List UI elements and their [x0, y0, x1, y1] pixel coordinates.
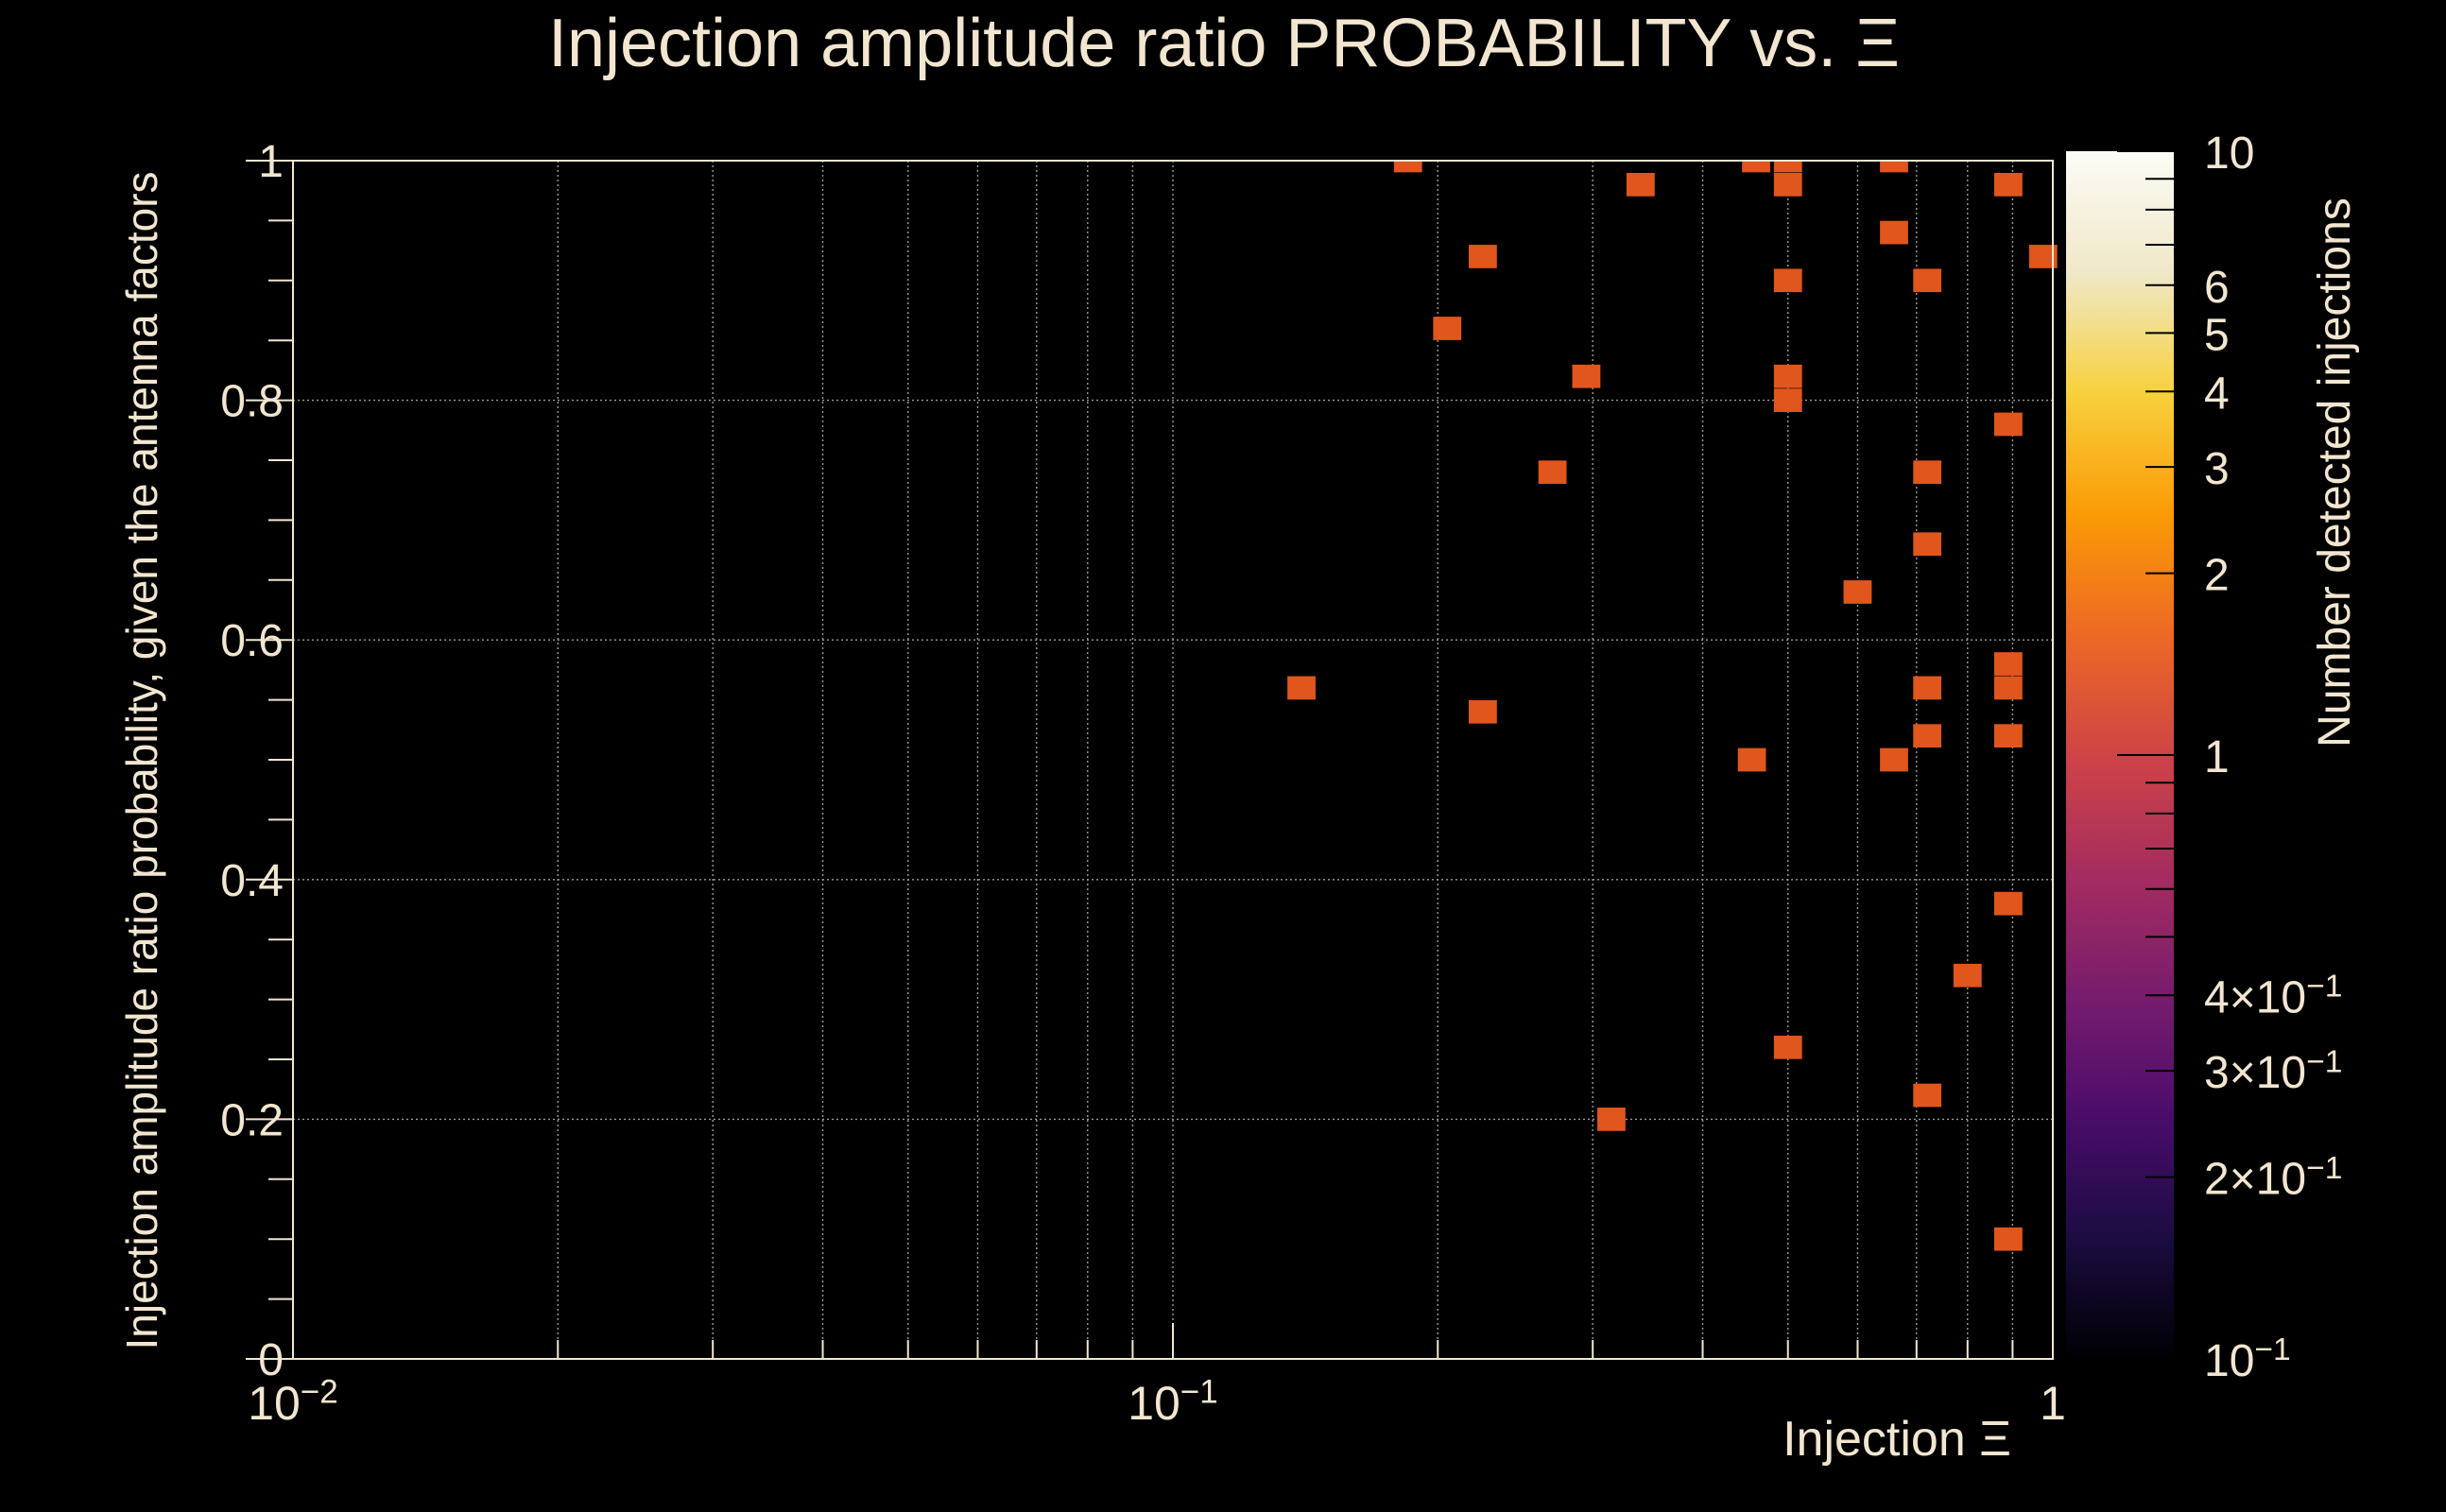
y-axis: 0 0.2 0.4 0.6 0.8 1: [220, 137, 293, 1385]
heatmap-cell: [1393, 160, 1422, 173]
heatmap-cell: [1993, 1227, 2023, 1251]
heatmap-cell: [1742, 160, 1770, 173]
heatmap-cell: [1913, 268, 1942, 293]
heatmap-cell: [1773, 1035, 1802, 1059]
y-tick-label: 0.6: [220, 616, 284, 666]
color-scale-label: Number detected injections: [2310, 198, 2360, 747]
color-scale-tick-label: 1: [2204, 732, 2230, 782]
heatmap-cell: [1913, 724, 1942, 748]
heatmap-cell: [1913, 1083, 1942, 1108]
heatmap-cell: [1880, 160, 1908, 173]
y-tick-label: 0.2: [220, 1095, 284, 1145]
y-tick-label: 0.8: [220, 377, 284, 427]
y-axis-label: Injection amplitude ratio probability, g…: [117, 171, 166, 1349]
heatmap-cell: [1993, 412, 2023, 437]
heatmap-cell: [1597, 1108, 1626, 1131]
heatmap-cell: [1737, 747, 1766, 772]
heatmap-cell: [1468, 245, 1497, 268]
heatmap-cell: [1433, 317, 1462, 340]
color-scale-tick-label: 4×10−1: [2204, 969, 2342, 1022]
heatmap-cell: [1773, 160, 1802, 173]
color-scale-tick-label: 10: [2204, 129, 2254, 179]
color-scale-tick-label: 10−1: [2204, 1332, 2291, 1386]
color-scale-tick-label: 4: [2204, 369, 2230, 419]
color-scale-tick-label: 5: [2204, 310, 2230, 360]
heatmap-cell: [1773, 364, 1802, 388]
heatmap-cell: [1993, 724, 2023, 748]
x-axis: 10−2 10−1 1: [248, 1323, 2066, 1430]
heatmap-cell: [1287, 676, 1316, 700]
y-tick-label: 1: [258, 137, 284, 187]
grid: [293, 161, 2053, 1359]
heatmap-cell: [1880, 220, 1908, 245]
heatmap-cell: [1913, 460, 1942, 485]
heatmap-cell: [1913, 532, 1942, 557]
color-scale-tick-label: 3: [2204, 444, 2230, 494]
x-axis-label: Injection Ξ: [1783, 1412, 2011, 1467]
color-scale-tick-label: 3×10−1: [2204, 1044, 2342, 1098]
chart-title: Injection amplitude ratio PROBABILITY vs…: [548, 6, 1900, 81]
heatmap-cell: [1626, 172, 1655, 197]
heatmap-cell: [1993, 891, 2023, 916]
y-tick-label: 0.4: [220, 856, 284, 906]
heatmap-cell: [1572, 364, 1601, 388]
x-tick-label: 10−1: [1128, 1374, 1218, 1431]
heatmap-cell: [1913, 676, 1942, 700]
heatmap-cell: [1843, 580, 1872, 604]
heatmap-cell: [1773, 268, 1802, 293]
heatmap-cell: [1993, 652, 2023, 676]
color-scale-tick-label: 2×10−1: [2204, 1151, 2342, 1205]
heatmap-cell: [1880, 747, 1908, 772]
color-scale-tick-label: 2: [2204, 551, 2230, 601]
color-scale-axis: 10 65 4 3 2 1 4×10−1 3×10−1 2×10−1 10−1: [2117, 129, 2342, 1386]
heatmap-cell: [1468, 699, 1497, 724]
y-tick-label: 0: [258, 1335, 284, 1385]
heatmap-cell: [1993, 172, 2023, 197]
heatmap-cells: [1287, 160, 2058, 1251]
x-tick-label: 10−2: [248, 1374, 338, 1431]
heatmap-cell: [1773, 172, 1802, 197]
heatmap-cell: [1993, 676, 2023, 700]
heatmap-cell: [1538, 460, 1567, 485]
x-tick-label: 1: [2040, 1377, 2066, 1430]
heatmap-cell: [1953, 963, 1982, 988]
heatmap-cell: [1773, 388, 1802, 412]
color-scale-tick-label: 6: [2204, 263, 2230, 313]
